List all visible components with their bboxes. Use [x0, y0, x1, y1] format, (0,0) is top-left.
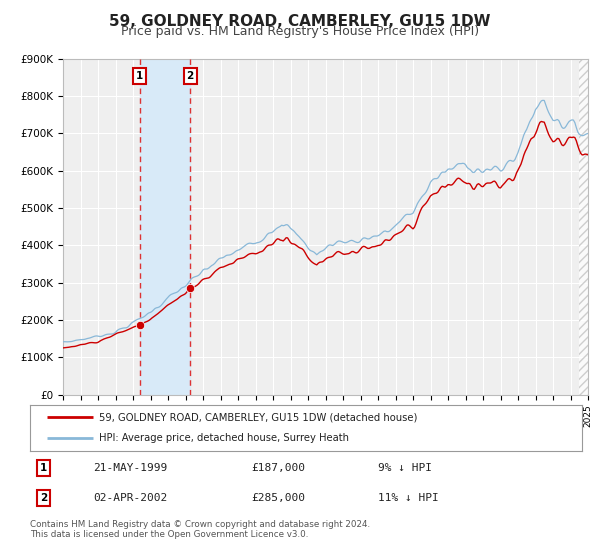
Text: 59, GOLDNEY ROAD, CAMBERLEY, GU15 1DW: 59, GOLDNEY ROAD, CAMBERLEY, GU15 1DW [109, 14, 491, 29]
Text: 02-APR-2002: 02-APR-2002 [94, 493, 168, 503]
Text: Contains HM Land Registry data © Crown copyright and database right 2024.
This d: Contains HM Land Registry data © Crown c… [30, 520, 370, 539]
Text: 1: 1 [40, 463, 47, 473]
Text: 1: 1 [136, 71, 143, 81]
Bar [140, 59, 190, 395]
Text: £187,000: £187,000 [251, 463, 305, 473]
Text: £285,000: £285,000 [251, 493, 305, 503]
Text: Price paid vs. HM Land Registry's House Price Index (HPI): Price paid vs. HM Land Registry's House … [121, 25, 479, 38]
Text: HPI: Average price, detached house, Surrey Heath: HPI: Average price, detached house, Surr… [99, 433, 349, 444]
Text: 2: 2 [40, 493, 47, 503]
Text: 21-MAY-1999: 21-MAY-1999 [94, 463, 168, 473]
Text: 9% ↓ HPI: 9% ↓ HPI [378, 463, 432, 473]
Text: 59, GOLDNEY ROAD, CAMBERLEY, GU15 1DW (detached house): 59, GOLDNEY ROAD, CAMBERLEY, GU15 1DW (d… [99, 412, 418, 422]
Text: 11% ↓ HPI: 11% ↓ HPI [378, 493, 439, 503]
Text: 2: 2 [187, 71, 194, 81]
